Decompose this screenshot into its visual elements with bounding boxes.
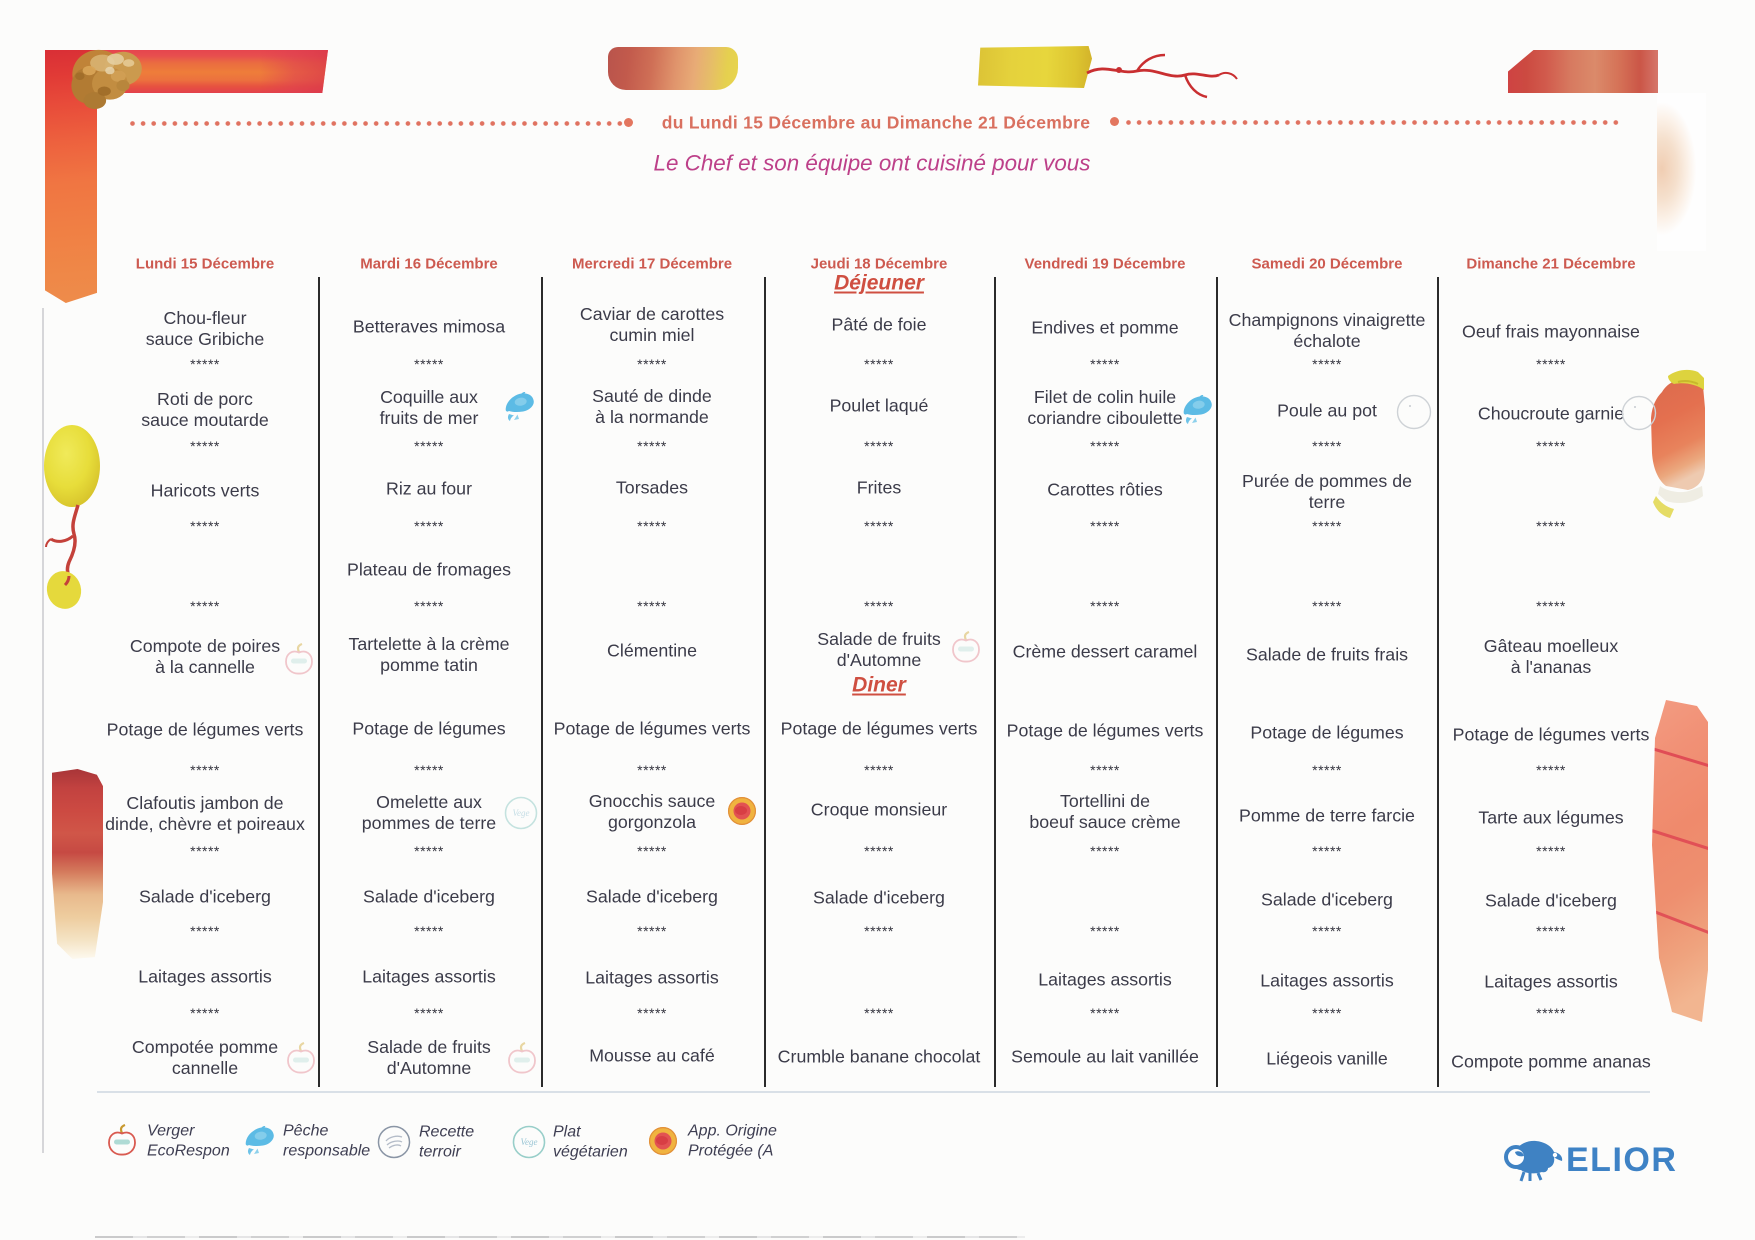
- svg-text:Vege: Vege: [521, 1137, 538, 1147]
- svg-text:Vege: Vege: [513, 808, 530, 818]
